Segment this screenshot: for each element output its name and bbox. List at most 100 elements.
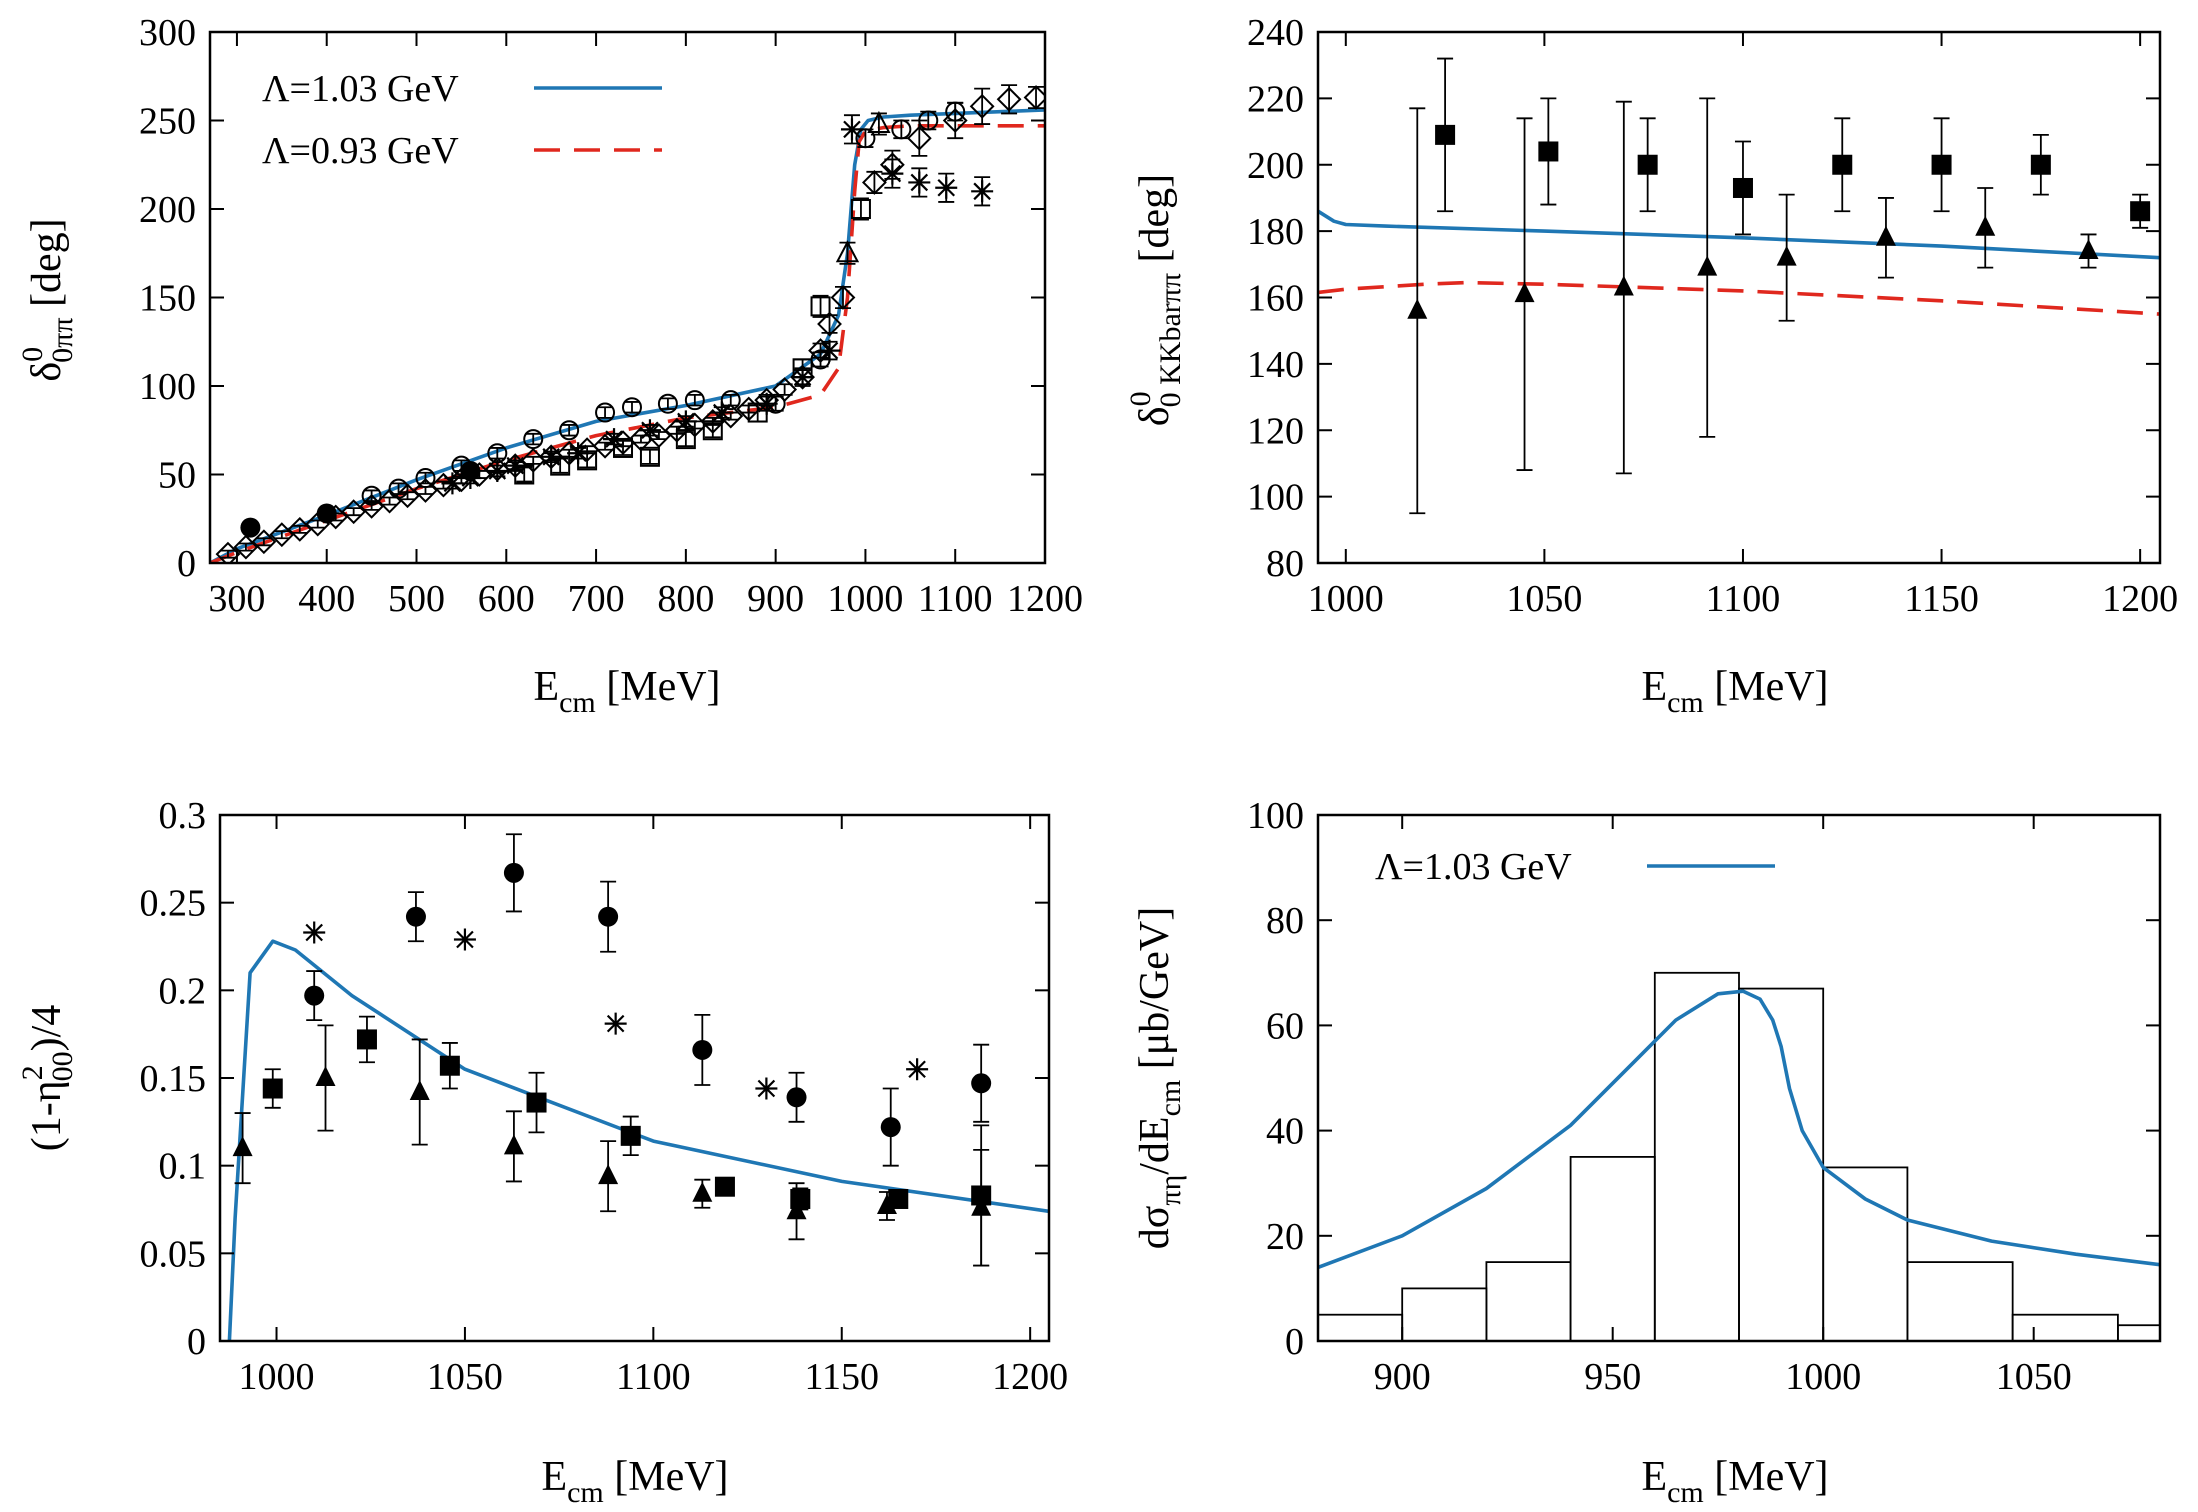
error-bar: [812, 294, 829, 318]
data-point-triangle-filled: [1875, 225, 1896, 246]
axis-label-sub: cm: [567, 1476, 604, 1509]
data-point-triangle-filled: [315, 1066, 336, 1086]
error-bar: [390, 482, 407, 495]
data-point-star: [674, 410, 697, 433]
data-point-circle-filled: [692, 1039, 713, 1060]
data-point-star: [603, 428, 626, 451]
data-point-circle-open: [559, 420, 580, 441]
y-tick-label: 220: [1247, 78, 1304, 120]
axis-label-rest: )/4: [24, 1005, 70, 1052]
y-tick-label: 240: [1247, 12, 1304, 54]
axis-label-sub: 0 KKbarππ: [1154, 273, 1187, 407]
error-bar: [363, 489, 380, 502]
data-point-triangle-filled: [1975, 215, 1996, 236]
data-point-star: [971, 180, 994, 203]
axis-label-rest: [deg]: [1132, 174, 1178, 273]
panel-pi-eta-cross-section: 900 950 1000 1050 0 20 40 60 80 100 Ecm [MeV] dσπη/…: [1132, 795, 2162, 1509]
data-point-diamond: [830, 285, 856, 310]
data-point-square-filled: [262, 1078, 283, 1099]
y-tick-label: 200: [139, 189, 196, 231]
data-point-triangle-filled: [232, 1136, 253, 1157]
x-tick-label: 1150: [804, 1356, 879, 1398]
histogram-bar: [1485, 1261, 1572, 1341]
plot-frame: [208, 30, 1047, 565]
error-bar: [650, 431, 667, 440]
series-line-1-03-gev-0: [1318, 989, 2160, 1270]
error-bar: [525, 455, 542, 465]
x-tick-label: 900: [1374, 1356, 1431, 1398]
error-bar: [722, 393, 739, 407]
error-bar: [561, 424, 578, 437]
axis-label-sub: πη: [1154, 1175, 1187, 1206]
data-point-star: [840, 118, 863, 141]
x-tick-label: 800: [657, 578, 714, 620]
error-bar: [291, 524, 308, 534]
x-tick-label: 1150: [1904, 578, 1979, 620]
histogram-bar: [2011, 1313, 2119, 1341]
plot-area: [227, 833, 1049, 1341]
y-tick-label: 250: [139, 101, 196, 143]
y-tick-label: 160: [1247, 278, 1304, 320]
data-point-diamond: [906, 125, 932, 151]
x-axis-label: Ecm [MeV]: [1641, 664, 1828, 719]
y-tick-label: 100: [1247, 477, 1304, 519]
data-point-star: [710, 401, 733, 424]
data-point-diamond: [861, 170, 887, 195]
x-tick-label: 900: [747, 578, 804, 620]
data-point-square-filled: [1832, 154, 1853, 175]
data-point-circle-open: [621, 397, 642, 418]
y-tick-label: 200: [1247, 145, 1304, 187]
error-bar: [686, 393, 703, 407]
x-tick-label: 300: [208, 578, 265, 620]
axis-label-sub: 00: [46, 1051, 79, 1081]
x-axis-label: Ecm [MeV]: [541, 1454, 728, 1509]
data-point-circle-filled: [316, 503, 337, 524]
x-tick-label: 600: [478, 578, 535, 620]
data-point-square-filled: [888, 1188, 909, 1209]
error-bar: [597, 406, 614, 419]
data-point-square-open: [639, 446, 660, 467]
axis-label-mid: /dE: [1132, 1116, 1178, 1174]
y-tick-label: 180: [1247, 211, 1304, 253]
axis-label-rest: [MeV]: [596, 664, 721, 710]
panel-inelasticity: 1000 1050 1100 1150 1200 0 0.05 0.1 0.15 0.2 0.25 0…: [16, 795, 1068, 1509]
plot-area: [1318, 57, 2160, 515]
histogram-bar: [1318, 1313, 1404, 1341]
data-point-star: [791, 366, 814, 389]
data-point-circle-filled: [880, 1117, 901, 1138]
data-point-circle-filled: [460, 460, 481, 481]
data-point-triangle-filled: [598, 1164, 619, 1185]
data-point-triangle-filled: [1776, 245, 1797, 266]
axis-label-main: E: [1641, 664, 1667, 710]
error-bar: [525, 432, 542, 446]
x-tick-label: 1100: [616, 1356, 691, 1398]
data-point-square-filled: [356, 1029, 377, 1050]
x-tick-label: 1000: [827, 578, 903, 620]
axis-label-main: δ: [1132, 406, 1178, 426]
data-point-square-filled: [2030, 154, 2051, 175]
data-point-square-filled: [439, 1055, 460, 1076]
error-bar: [417, 471, 434, 485]
error-bar: [1028, 85, 1045, 110]
data-point-circle-open: [918, 110, 939, 131]
data-point-square-filled: [1435, 124, 1456, 145]
error-bar: [345, 507, 362, 517]
data-point-circle-open: [891, 119, 912, 140]
plot-area: [210, 84, 1045, 563]
y-tick-label: 80: [1266, 543, 1304, 585]
y-tick-label: 50: [158, 455, 196, 497]
y-tick-label: 300: [139, 12, 196, 54]
data-point-square-filled: [526, 1092, 547, 1113]
error-bar: [237, 542, 254, 552]
histogram-bar: [1822, 1166, 1909, 1341]
data-point-star: [908, 171, 931, 194]
x-axis-label: Ecm [MeV]: [533, 664, 720, 719]
data-point-diamond: [996, 86, 1022, 112]
axis-label-sub: cm: [559, 686, 596, 719]
data-point-triangle-open: [867, 110, 891, 134]
series-line-1-03-gev-0: [1318, 209, 2160, 260]
data-point-circle-open: [523, 429, 544, 450]
data-point-star: [486, 459, 509, 482]
data-point-square-filled: [714, 1176, 735, 1197]
x-tick-label: 950: [1584, 1356, 1641, 1398]
